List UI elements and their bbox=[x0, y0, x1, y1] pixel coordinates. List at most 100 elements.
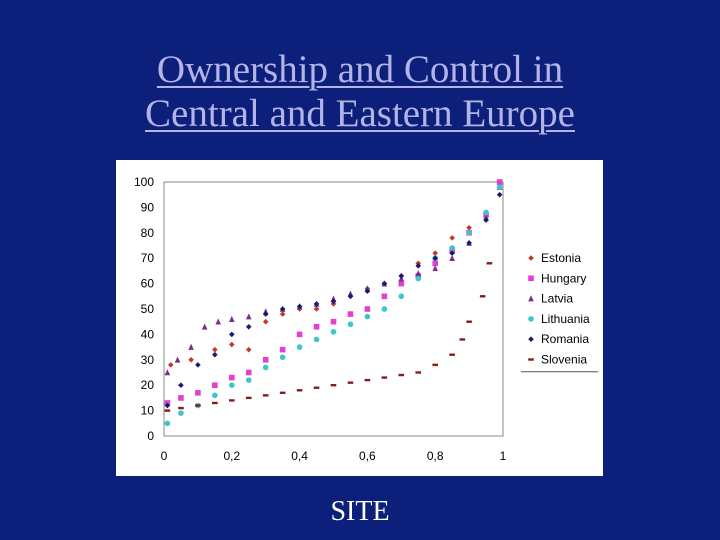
point-lithuania bbox=[164, 420, 171, 427]
point-lithuania bbox=[347, 321, 354, 328]
point-slovenia bbox=[279, 391, 286, 395]
point-romania bbox=[347, 293, 354, 300]
point-slovenia bbox=[195, 404, 201, 407]
point-lithuania bbox=[483, 209, 489, 216]
point-lithuania bbox=[212, 392, 218, 399]
point-estonia bbox=[245, 346, 252, 353]
y-tick-label: 70 bbox=[141, 251, 155, 265]
point-slovenia bbox=[212, 401, 218, 405]
point-estonia bbox=[229, 341, 235, 348]
point-hungary bbox=[178, 395, 184, 401]
point-romania bbox=[398, 273, 405, 279]
legend-label-romania: Romania bbox=[541, 332, 589, 346]
point-romania bbox=[313, 301, 320, 307]
point-lithuania bbox=[229, 382, 235, 388]
point-slovenia bbox=[364, 378, 371, 382]
point-latvia bbox=[215, 318, 222, 325]
point-estonia bbox=[212, 346, 218, 353]
point-hungary bbox=[432, 260, 438, 267]
point-hungary bbox=[347, 311, 354, 317]
point-slovenia bbox=[459, 338, 466, 341]
point-lithuania bbox=[178, 410, 184, 416]
point-romania bbox=[496, 191, 503, 198]
point-latvia bbox=[449, 254, 455, 261]
point-slovenia bbox=[432, 363, 438, 367]
point-romania bbox=[245, 323, 252, 330]
x-tick-label: 1 bbox=[500, 449, 507, 463]
legend-label-latvia: Latvia bbox=[541, 292, 573, 306]
point-estonia bbox=[449, 235, 455, 241]
chart-panel: 0 10 20 30 40 50 60 70 80 90 100 0 0,2 0,4 0,6 0,8 1 Esto… bbox=[116, 160, 603, 476]
point-lithuania bbox=[330, 329, 337, 335]
y-tick-label: 80 bbox=[141, 226, 155, 240]
point-slovenia bbox=[449, 353, 455, 356]
point-hungary bbox=[496, 179, 503, 185]
point-hungary bbox=[296, 331, 303, 338]
point-romania bbox=[229, 331, 235, 338]
x-tick-label: 0 bbox=[161, 449, 168, 463]
point-hungary bbox=[262, 357, 269, 363]
point-slovenia bbox=[381, 376, 388, 379]
legend-label-estonia: Estonia bbox=[541, 251, 581, 265]
point-lithuania bbox=[415, 275, 422, 282]
legend-label-lithuania: Lithuania bbox=[541, 312, 590, 326]
page-title: Ownership and Control in Central and Eas… bbox=[0, 48, 720, 136]
x-tick-label: 0,2 bbox=[223, 449, 240, 463]
point-lithuania bbox=[296, 344, 303, 350]
point-hungary bbox=[245, 369, 252, 376]
point-hungary bbox=[229, 374, 235, 381]
point-latvia bbox=[201, 323, 208, 330]
y-tick-label: 60 bbox=[141, 277, 155, 291]
point-romania bbox=[296, 303, 303, 310]
point-latvia bbox=[164, 369, 171, 376]
legend-marker-latvia bbox=[528, 295, 534, 302]
point-lithuania bbox=[313, 336, 320, 343]
point-romania bbox=[364, 288, 371, 295]
point-slovenia bbox=[479, 295, 486, 298]
point-slovenia bbox=[486, 262, 493, 265]
point-latvia bbox=[174, 356, 181, 363]
point-slovenia bbox=[296, 389, 303, 392]
point-latvia bbox=[245, 313, 252, 320]
point-hungary bbox=[364, 306, 371, 312]
point-estonia bbox=[167, 362, 174, 368]
legend-marker-lithuania bbox=[528, 316, 534, 322]
point-hungary bbox=[195, 390, 201, 396]
scatter-chart: 0 10 20 30 40 50 60 70 80 90 100 0 0,2 0,4 0,6 0,8 1 Esto… bbox=[134, 175, 598, 463]
legend-marker-estonia bbox=[528, 255, 534, 261]
point-lithuania bbox=[364, 313, 371, 320]
point-estonia bbox=[279, 311, 286, 317]
point-lithuania bbox=[262, 364, 269, 371]
point-romania bbox=[262, 311, 269, 317]
point-romania bbox=[381, 280, 388, 287]
y-tick-label: 100 bbox=[134, 175, 154, 189]
point-lithuania bbox=[279, 354, 286, 361]
title-line-1: Ownership and Control in bbox=[156, 48, 564, 91]
point-hungary bbox=[330, 318, 337, 325]
point-romania bbox=[178, 382, 184, 388]
point-latvia bbox=[415, 270, 422, 277]
point-latvia bbox=[229, 315, 235, 322]
y-tick-label: 10 bbox=[141, 404, 155, 418]
point-estonia bbox=[432, 250, 438, 256]
y-tick-label: 40 bbox=[141, 327, 155, 341]
point-slovenia bbox=[415, 371, 422, 374]
x-tick-label: 0,6 bbox=[359, 449, 376, 463]
point-estonia bbox=[188, 357, 194, 363]
point-latvia bbox=[432, 265, 438, 272]
legend-label-slovenia: Slovenia bbox=[541, 353, 587, 367]
y-tick-label: 50 bbox=[141, 302, 155, 316]
x-tick-label: 0,8 bbox=[427, 449, 444, 463]
x-tick-label: 0,4 bbox=[291, 449, 308, 463]
point-latvia bbox=[188, 343, 194, 350]
point-lithuania bbox=[398, 293, 405, 300]
point-hungary bbox=[313, 323, 320, 330]
point-hungary bbox=[398, 280, 405, 287]
point-lithuania bbox=[496, 184, 503, 190]
point-romania bbox=[195, 362, 201, 368]
point-hungary bbox=[212, 382, 218, 388]
legend-label-hungary: Hungary bbox=[541, 271, 586, 285]
point-estonia bbox=[313, 306, 320, 312]
point-romania bbox=[415, 263, 422, 269]
point-hungary bbox=[381, 293, 388, 300]
